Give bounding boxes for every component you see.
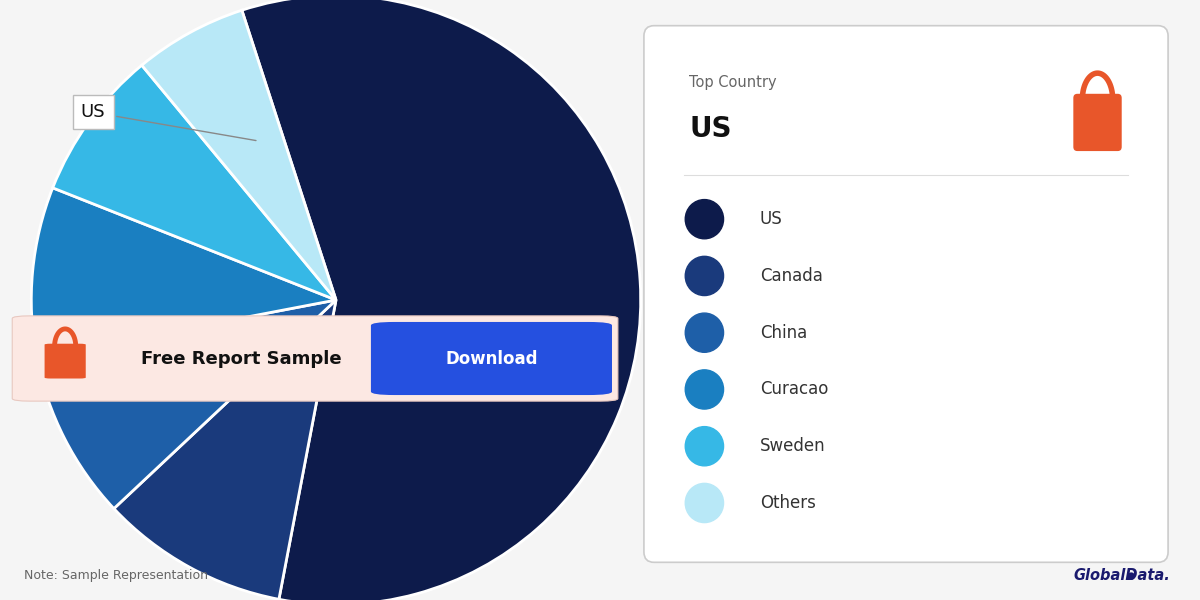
Text: Free Report Sample: Free Report Sample [142,349,342,367]
Text: US: US [80,103,256,140]
Circle shape [685,484,724,523]
Text: Sweden: Sweden [760,437,826,455]
Text: Top Country: Top Country [689,75,776,90]
Circle shape [685,200,724,239]
Text: Curacao: Curacao [760,380,828,398]
FancyBboxPatch shape [371,322,612,395]
Text: GlobalData.: GlobalData. [1073,568,1170,583]
Text: ●: ● [1126,571,1135,581]
Text: Note: Sample Representation: Note: Sample Representation [24,569,208,582]
Text: US: US [760,210,782,228]
Wedge shape [37,300,336,509]
Wedge shape [242,0,641,600]
Circle shape [685,313,724,352]
Wedge shape [53,65,336,300]
Circle shape [685,256,724,296]
Wedge shape [142,10,336,300]
Circle shape [685,370,724,409]
Text: China: China [760,324,808,342]
FancyBboxPatch shape [1073,94,1122,151]
Text: Canada: Canada [760,267,823,285]
Text: US: US [689,115,732,143]
FancyBboxPatch shape [12,316,618,401]
FancyBboxPatch shape [44,344,85,379]
FancyBboxPatch shape [644,26,1168,562]
Circle shape [685,427,724,466]
Wedge shape [114,300,336,599]
Text: Download: Download [445,349,538,367]
Wedge shape [31,188,336,357]
Text: Others: Others [760,494,816,512]
